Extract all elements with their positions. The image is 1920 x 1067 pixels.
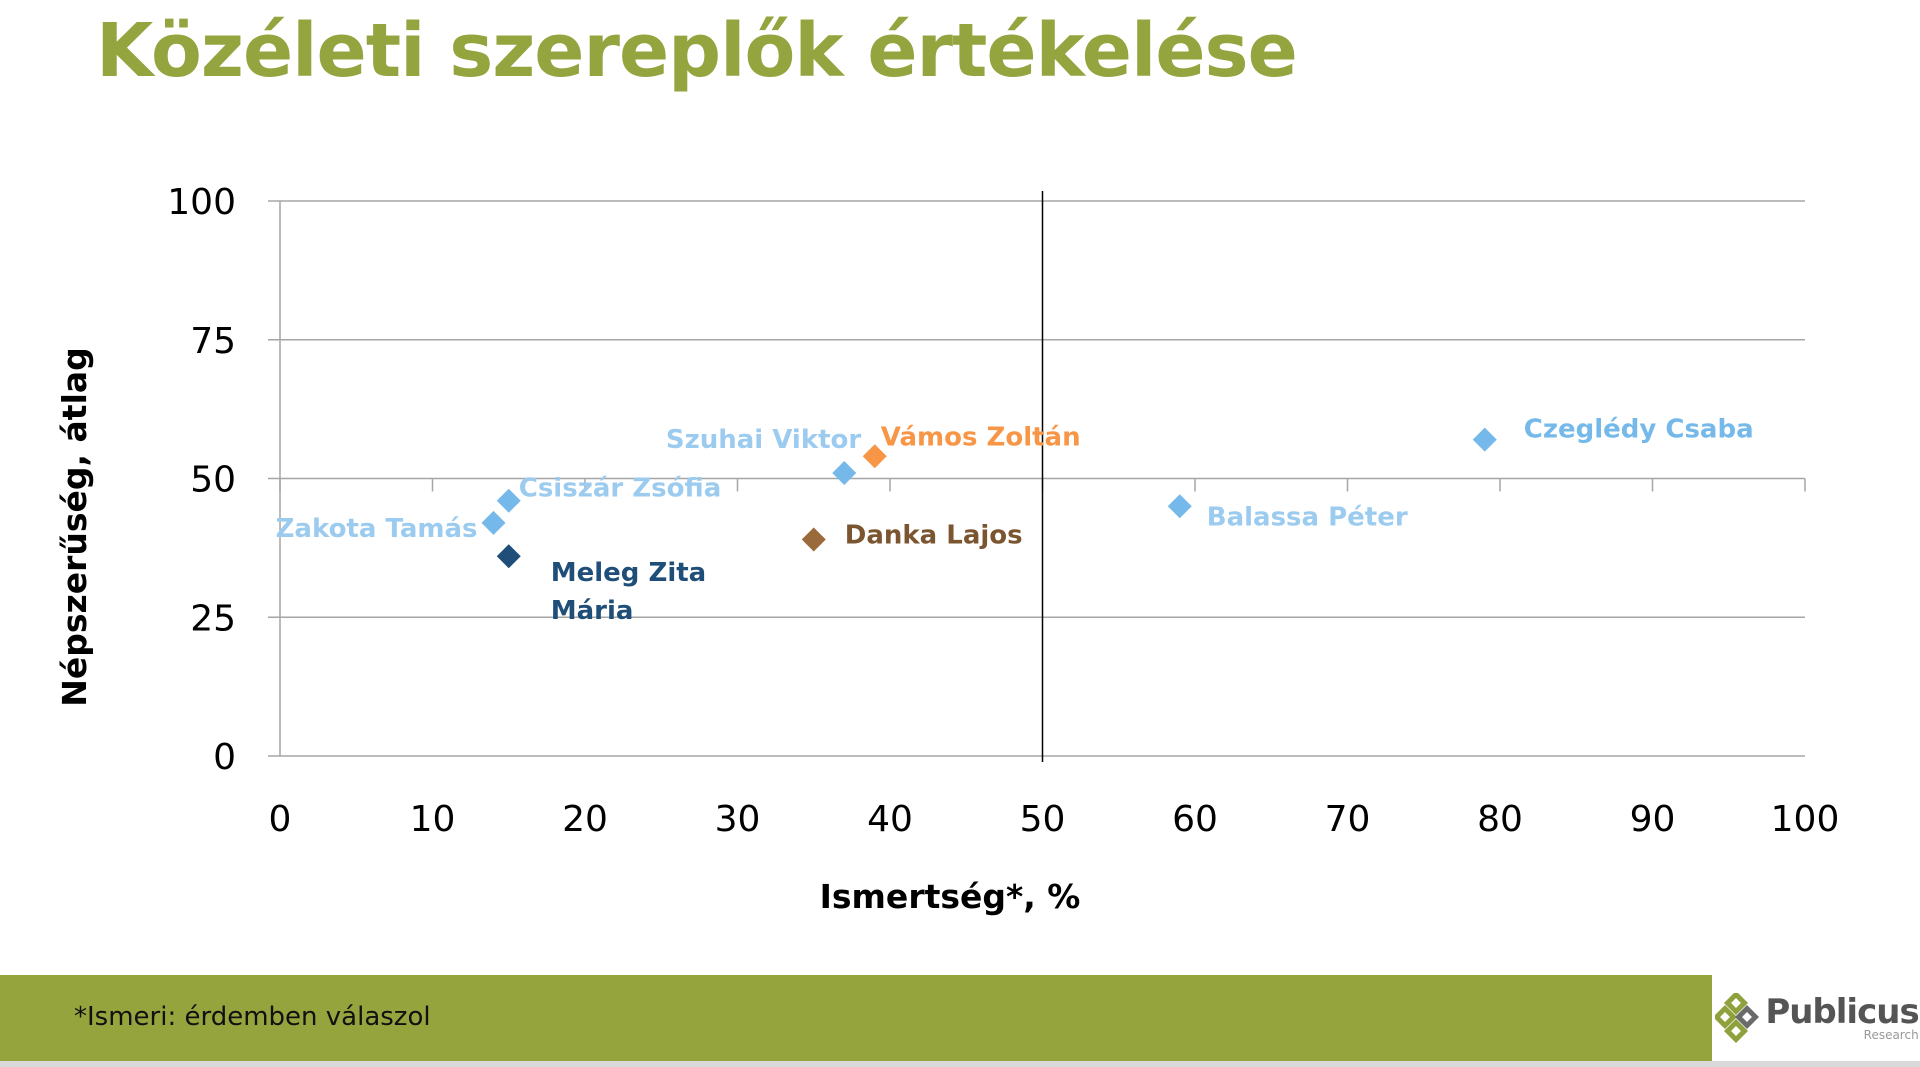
- x-tick-label-10: 10: [410, 799, 456, 840]
- point-label-7: Czeglédy Csaba: [1524, 415, 1754, 445]
- scatter-chart: 0 25 50 75 100 0 10 20 30 40 50 60 70 80 90 100 Zakota …: [55, 182, 1839, 916]
- x-tick-label-60: 60: [1172, 799, 1218, 840]
- footnote: *Ismeri: érdemben válaszol: [74, 1002, 431, 1032]
- x-tick-label-100: 100: [1771, 799, 1840, 840]
- publicus-logo: Publicus Research: [1714, 975, 1920, 1061]
- point-label-5: Danka Lajos: [845, 521, 1023, 551]
- x-tick-label-80: 80: [1477, 799, 1523, 840]
- logo-name: Publicus: [1765, 992, 1919, 1032]
- data-point-1: [496, 488, 521, 513]
- axis-layer: [268, 191, 1806, 762]
- point-label-3: Szuhai Viktor: [666, 425, 862, 455]
- x-tick-label-0: 0: [269, 799, 292, 840]
- data-point-6: [1167, 494, 1192, 519]
- point-layer: [481, 427, 1497, 569]
- y-axis-title: Népszerűség, átlag: [55, 347, 94, 707]
- data-point-7: [1472, 427, 1497, 452]
- logo-mark-icon: [1715, 993, 1760, 1043]
- x-tick-label-90: 90: [1630, 799, 1676, 840]
- bottom-strip: [0, 1061, 1920, 1067]
- data-point-5: [801, 527, 826, 552]
- logo-subtitle: Research: [1863, 1028, 1919, 1042]
- y-tick-label-50: 50: [190, 460, 236, 501]
- x-tick-label-20: 20: [562, 799, 608, 840]
- footer-bar: [0, 975, 1712, 1061]
- x-tick-label-70: 70: [1325, 799, 1371, 840]
- y-tick-label-25: 25: [190, 598, 236, 639]
- point-label-6: Balassa Péter: [1207, 502, 1408, 532]
- point-label-layer: Zakota Tamás Csiszár Zsófia Meleg Zita Mári…: [276, 415, 1754, 627]
- point-label-1: Csiszár Zsófia: [519, 474, 722, 504]
- x-tick-label-40: 40: [867, 799, 913, 840]
- point-label-2: Meleg Zita Mária: [551, 558, 706, 626]
- x-tick-label-50: 50: [1020, 799, 1066, 840]
- slide-title: Közéleti szereplők értékelése: [96, 8, 1298, 94]
- x-tick-label-30: 30: [715, 799, 761, 840]
- point-label-4: Vámos Zoltán: [881, 422, 1081, 452]
- y-tick-label-100: 100: [167, 182, 236, 223]
- data-point-0: [481, 510, 506, 535]
- point-label-line: Meleg Zita: [551, 558, 706, 588]
- data-point-4: [862, 444, 887, 469]
- tick-label-layer: 0 25 50 75 100 0 10 20 30 40 50 60 70 80 90 100: [167, 182, 1839, 840]
- x-axis-title: Ismertség*, %: [820, 877, 1081, 916]
- data-point-2: [496, 544, 521, 569]
- data-point-3: [832, 460, 857, 485]
- point-label-0: Zakota Tamás: [276, 514, 478, 544]
- point-label-line: Mária: [551, 596, 634, 626]
- y-tick-label-75: 75: [190, 321, 236, 362]
- y-tick-label-0: 0: [213, 737, 236, 778]
